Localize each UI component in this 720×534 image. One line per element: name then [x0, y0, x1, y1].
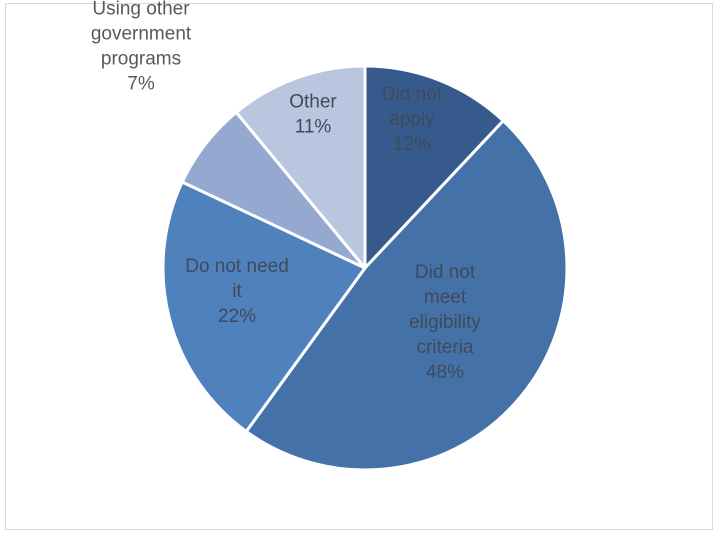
- slice-category-label: Did not: [382, 84, 443, 105]
- slice-value-label: 22%: [218, 306, 256, 327]
- slice-category-label: government: [91, 24, 192, 45]
- slice-label-4: Other 11%: [289, 92, 337, 138]
- slice-category-label: Do not need: [185, 256, 289, 277]
- slice-category-label: it: [232, 281, 242, 302]
- slice-label-3: Using other government programs 7%: [91, 0, 192, 95]
- slice-category-label: Other: [289, 92, 337, 113]
- slice-category-label: apply: [389, 109, 435, 130]
- slice-category-label: criteria: [416, 337, 473, 358]
- slice-value-label: 12%: [393, 134, 431, 155]
- slice-value-label: 48%: [426, 362, 464, 383]
- slice-category-label: Using other: [92, 0, 190, 20]
- slice-category-label: eligibility: [409, 312, 481, 333]
- slice-category-label: Did not: [415, 262, 476, 283]
- slice-value-label: 11%: [295, 117, 332, 138]
- slice-category-label: meet: [424, 287, 467, 308]
- slice-label-0: Did not apply 12%: [382, 84, 443, 155]
- slice-label-2: Do not need it 22%: [185, 256, 289, 327]
- slice-label-1: Did not meet eligibility criteria 48%: [409, 262, 481, 383]
- slice-value-label: 7%: [127, 74, 155, 95]
- pie-slice-4: [234, 64, 367, 270]
- pie-slices: [161, 64, 569, 472]
- pie-slice-0: [363, 64, 505, 270]
- slice-category-label: programs: [101, 49, 181, 70]
- pie-slice-1: [244, 119, 569, 472]
